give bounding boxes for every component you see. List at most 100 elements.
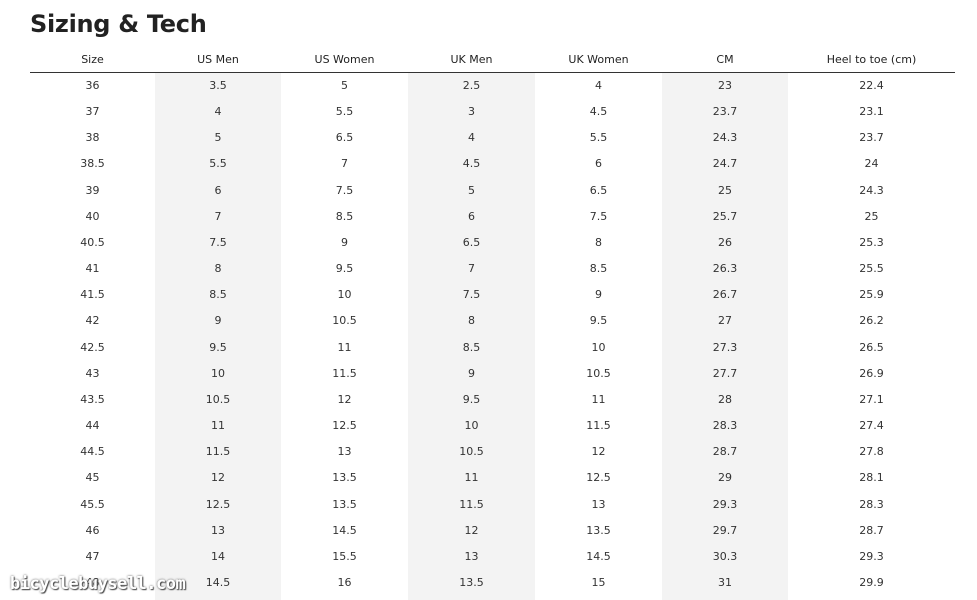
table-cell: 41.5: [80, 288, 105, 302]
table-cell: 7: [214, 209, 222, 223]
table-cell: 8.5: [462, 340, 481, 354]
table-cell: 4: [595, 79, 602, 92]
table-cell: 23: [718, 79, 732, 92]
table-cell: 25.3: [859, 235, 884, 249]
table-cell: 13.5: [586, 523, 611, 537]
table-cell: 43: [85, 366, 100, 380]
table-cell: 6.5: [462, 235, 481, 249]
table-cell: 11: [591, 392, 606, 406]
table-cell: 7: [468, 262, 475, 276]
table-cell: 37: [85, 105, 100, 119]
table-cell: 25.5: [859, 262, 884, 276]
table-cell: 38: [85, 131, 100, 145]
table-cell: 7.5: [589, 209, 608, 223]
table-cell: 8.5: [335, 209, 354, 223]
table-cell: 41: [85, 262, 100, 276]
table-cell: 24.3: [859, 183, 884, 197]
table-cell: 26.5: [859, 340, 884, 354]
table-cell: 27.4: [859, 419, 884, 433]
column-header: US Women: [314, 53, 375, 66]
table-cell: 11: [211, 419, 225, 433]
table-cell: 26.3: [712, 262, 738, 276]
column-header: Size: [81, 53, 104, 66]
table-cell: 42.5: [80, 340, 105, 354]
table-cell: 4.5: [462, 157, 481, 171]
table-cell: 25: [864, 209, 879, 223]
table-cell: 3: [468, 105, 475, 119]
table-cell: 29.3: [859, 549, 884, 563]
table-cell: 5.5: [335, 105, 354, 119]
table-cell: 9.5: [589, 314, 608, 328]
column-header: UK Women: [568, 53, 629, 66]
table-cell: 5.5: [589, 131, 608, 145]
table-cell: 6: [468, 209, 475, 223]
table-cell: 46: [85, 523, 100, 537]
table-cell: 48: [85, 576, 100, 590]
table-cell: 43.5: [80, 392, 105, 406]
table-cell: 5.5: [209, 157, 227, 171]
table-cell: 15.5: [332, 549, 357, 563]
table-cell: 6: [214, 183, 222, 197]
table-cell: 45.5: [80, 497, 105, 511]
table-cell: 15: [591, 576, 606, 590]
table-cell: 8: [468, 314, 475, 328]
table-cell: 14.5: [332, 523, 357, 537]
table-cell: 9.5: [335, 262, 354, 276]
table-cell: 8.5: [209, 288, 227, 302]
table-cell: 31: [718, 576, 732, 590]
column-shade: [662, 73, 788, 600]
table-cell: 11.5: [332, 366, 357, 380]
table-cell: 6: [595, 157, 602, 171]
table-cell: 9.5: [209, 340, 227, 354]
table-cell: 38.5: [80, 157, 105, 171]
table-cell: 27.1: [859, 392, 884, 406]
table-cell: 29.3: [712, 497, 738, 511]
table-cell: 26: [718, 235, 732, 249]
column-shade: [408, 73, 535, 600]
table-cell: 6.5: [335, 131, 354, 145]
table-cell: 27.7: [712, 366, 738, 380]
column-header: UK Men: [450, 53, 493, 66]
table-cell: 13.5: [332, 471, 357, 485]
column-header: US Men: [197, 53, 239, 66]
table-cell: 10.5: [332, 314, 357, 328]
table-cell: 14.5: [205, 576, 231, 590]
table-cell: 11: [464, 471, 479, 485]
table-cell: 30.3: [712, 549, 738, 563]
table-cell: 10: [337, 288, 352, 302]
table-cell: 22.4: [859, 79, 884, 92]
table-cell: 42: [85, 314, 100, 328]
table-cell: 11.5: [459, 497, 484, 511]
table-cell: 13: [591, 497, 606, 511]
table-cell: 10.5: [205, 392, 231, 406]
page-title: Sizing & Tech: [30, 10, 207, 38]
column-header: CM: [716, 53, 734, 66]
table-cell: 45: [85, 471, 100, 485]
table-cell: 10.5: [459, 445, 484, 459]
column-shade: [155, 73, 281, 600]
table-cell: 9: [214, 314, 222, 328]
table-cell: 8: [595, 235, 602, 249]
table-cell: 8: [214, 262, 222, 276]
table-cell: 28.1: [859, 471, 884, 485]
table-cell: 12: [337, 392, 352, 406]
table-cell: 12: [464, 523, 479, 537]
table-cell: 5: [214, 131, 222, 145]
table-cell: 2.5: [462, 79, 481, 92]
table-cell: 9: [595, 288, 602, 302]
table-cell: 12.5: [205, 497, 231, 511]
table-cell: 10.5: [586, 366, 611, 380]
table-cell: 5: [468, 183, 475, 197]
table-cell: 6.5: [589, 183, 608, 197]
table-cell: 5: [341, 79, 348, 92]
watermark: bicyclebuysell.com: [10, 574, 186, 594]
table-cell: 24.3: [712, 131, 738, 145]
table-cell: 44: [85, 419, 100, 433]
table-cell: 7.5: [462, 288, 481, 302]
table-cell: 27: [718, 314, 732, 328]
table-cell: 27.3: [712, 340, 738, 354]
table-cell: 24: [864, 157, 879, 171]
table-cell: 11: [337, 340, 352, 354]
table-cell: 10: [211, 366, 225, 380]
